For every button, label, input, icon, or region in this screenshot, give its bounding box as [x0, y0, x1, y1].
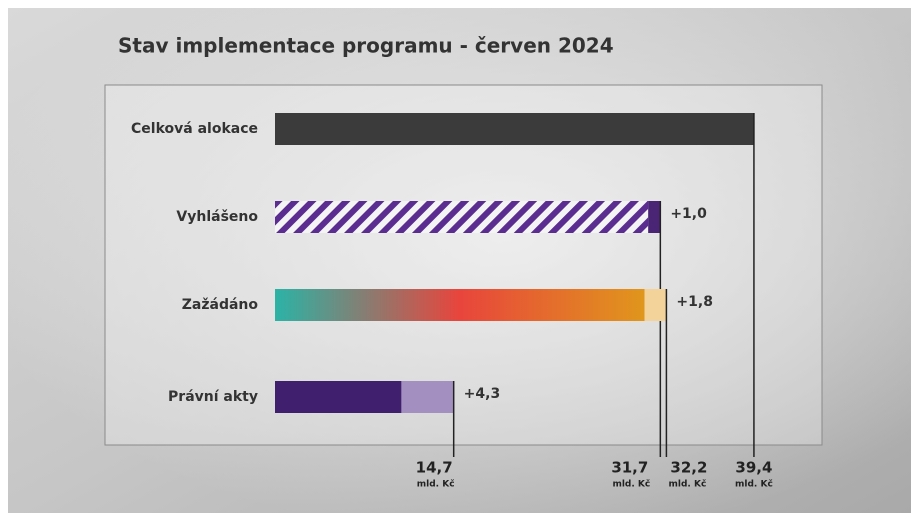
- increment-label: +4,3: [464, 386, 501, 402]
- bar-base: [275, 113, 754, 145]
- total-label: 31,7: [611, 459, 648, 477]
- bar-base: [275, 289, 645, 321]
- bar-base: [275, 381, 402, 413]
- chart-title: Stav implementace programu - červen 2024: [118, 34, 614, 58]
- category-label: Celková alokace: [131, 121, 258, 137]
- bar-base: [275, 201, 649, 233]
- bar-increment: [401, 381, 454, 413]
- total-label: 14,7: [416, 459, 453, 477]
- category-label: Zažádáno: [182, 297, 259, 313]
- category-label: Právní akty: [168, 389, 258, 405]
- unit-label: mld. Kč: [612, 479, 650, 490]
- unit-label: mld. Kč: [669, 479, 707, 490]
- total-label: 39,4: [735, 459, 772, 477]
- total-label: 32,2: [670, 459, 707, 477]
- increment-label: +1,8: [676, 294, 713, 310]
- unit-label: mld. Kč: [735, 479, 773, 490]
- increment-label: +1,0: [670, 206, 707, 222]
- background-glow: [8, 8, 911, 513]
- bar-increment: [644, 289, 667, 321]
- bar-increment: [648, 201, 661, 233]
- unit-label: mld. Kč: [417, 479, 455, 490]
- category-label: Vyhlášeno: [176, 209, 258, 225]
